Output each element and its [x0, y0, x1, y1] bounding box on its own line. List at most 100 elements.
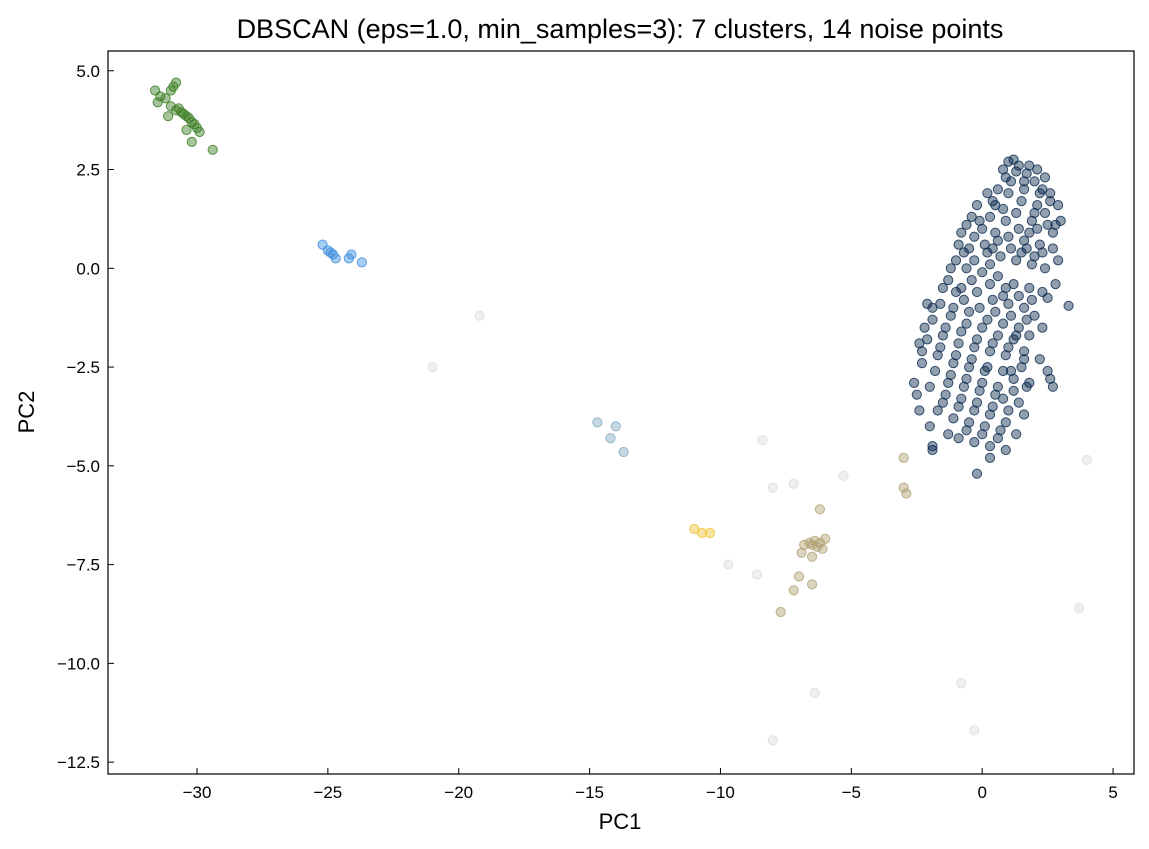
data-point	[1013, 160, 1024, 171]
x-tick-label: −30	[183, 783, 212, 802]
data-point	[995, 425, 1006, 436]
data-point	[1034, 354, 1045, 365]
data-point	[788, 585, 799, 596]
data-point	[1019, 302, 1030, 313]
data-point	[1042, 365, 1053, 377]
data-point	[838, 470, 849, 481]
y-tick-label: −10.0	[57, 654, 100, 673]
data-point	[1032, 164, 1043, 175]
data-point	[1050, 279, 1061, 290]
x-tick-label: −20	[444, 783, 473, 802]
data-point	[977, 267, 988, 278]
x-axis-ticks: −30 −25 −20 −15 −10 −5 0 5	[183, 768, 1118, 802]
data-point	[1032, 200, 1043, 211]
data-point	[984, 211, 996, 222]
data-point	[953, 338, 964, 349]
data-point	[1005, 243, 1017, 254]
data-point	[909, 377, 920, 388]
data-point	[990, 200, 1001, 211]
data-point	[987, 294, 998, 305]
y-tick-label: 0.0	[76, 259, 100, 278]
data-point	[898, 452, 909, 463]
data-point	[1013, 223, 1024, 234]
data-point	[948, 413, 959, 424]
data-point	[1034, 239, 1045, 250]
data-point	[977, 223, 988, 234]
data-point	[1013, 290, 1024, 302]
data-point	[1021, 314, 1032, 325]
series-2	[592, 417, 629, 458]
data-point	[767, 482, 778, 493]
data-point	[1037, 322, 1048, 333]
data-point	[924, 421, 935, 432]
data-point	[592, 417, 603, 428]
data-point	[956, 282, 967, 294]
data-point	[1019, 184, 1030, 195]
series-5	[909, 154, 1074, 479]
data-point	[1053, 200, 1064, 211]
data-point	[1005, 176, 1017, 187]
data-point	[953, 433, 964, 444]
x-tick-label: 0	[977, 783, 986, 802]
data-point	[1003, 298, 1014, 309]
data-point	[181, 124, 192, 136]
data-point	[998, 393, 1009, 404]
data-point	[901, 488, 912, 499]
data-point	[950, 286, 962, 298]
data-point	[924, 381, 935, 392]
data-point	[984, 346, 996, 357]
data-point	[992, 381, 1004, 392]
data-point	[1008, 385, 1019, 396]
data-point	[1045, 188, 1056, 199]
data-point	[914, 405, 925, 416]
data-point	[998, 365, 1009, 377]
data-point	[1029, 207, 1040, 219]
data-point	[958, 247, 970, 258]
data-point	[922, 298, 933, 309]
data-point	[186, 136, 197, 147]
data-point	[697, 527, 708, 539]
data-point	[1029, 251, 1040, 262]
data-point	[974, 302, 985, 313]
data-point	[953, 239, 964, 250]
data-point	[605, 433, 616, 444]
data-point	[990, 227, 1001, 238]
data-point	[194, 126, 205, 138]
data-point	[1013, 397, 1024, 408]
data-point	[809, 687, 820, 699]
data-point	[969, 405, 980, 416]
y-tick-label: 2.5	[76, 161, 100, 180]
data-point	[958, 381, 970, 392]
series-6	[427, 310, 1093, 746]
data-point	[992, 235, 1004, 246]
data-point	[1000, 444, 1011, 456]
x-axis-label: PC1	[599, 809, 642, 834]
data-point	[943, 377, 954, 388]
data-point	[977, 377, 988, 388]
series-3	[689, 523, 716, 539]
data-point	[1024, 160, 1035, 171]
data-point	[1024, 227, 1035, 238]
data-point	[163, 111, 174, 122]
data-point	[1000, 350, 1011, 361]
y-tick-label: −5.0	[66, 457, 100, 476]
data-point	[969, 255, 980, 266]
data-point	[1026, 294, 1038, 305]
data-point	[1063, 300, 1074, 311]
data-point	[1026, 215, 1038, 226]
data-point	[757, 435, 768, 446]
series-4	[775, 452, 912, 618]
data-point	[961, 373, 972, 384]
data-point	[1042, 292, 1053, 303]
data-point	[474, 310, 485, 321]
data-point	[998, 290, 1009, 302]
data-point	[979, 421, 990, 432]
y-tick-label: −7.5	[66, 556, 100, 575]
data-point	[1019, 409, 1030, 420]
data-point	[1011, 330, 1022, 341]
data-point	[971, 200, 983, 211]
data-point	[982, 247, 993, 258]
data-point	[1053, 255, 1064, 266]
data-point	[1037, 247, 1048, 258]
